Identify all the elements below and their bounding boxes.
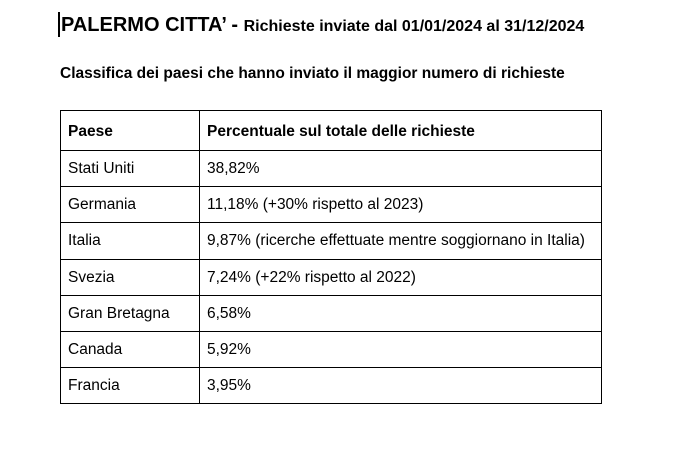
country-cell: Svezia (60, 259, 200, 296)
table-row: Canada 5,92% (60, 331, 602, 368)
column-header-country: Paese (60, 110, 200, 151)
country-cell: Stati Uniti (60, 150, 200, 187)
text-cursor (58, 12, 60, 37)
country-ranking-table: Paese Percentuale sul totale delle richi… (60, 110, 602, 404)
table-row: Stati Uniti 38,82% (60, 150, 602, 187)
table-row: Francia 3,95% (60, 367, 602, 404)
percentage-cell: 3,95% (199, 367, 602, 404)
table-row: Germania 11,18% (+30% rispetto al 2023) (60, 186, 602, 223)
period-text: Richieste inviate dal 01/01/2024 al 31/1… (243, 18, 585, 35)
country-cell: Germania (60, 186, 200, 223)
country-cell: Italia (60, 222, 200, 260)
document-heading: PALERMO CITTA’ - Richieste inviate dal 0… (61, 14, 584, 37)
table-caption: Classifica dei paesi che hanno inviato i… (60, 65, 565, 82)
table-header-row: Paese Percentuale sul totale delle richi… (60, 110, 602, 151)
percentage-cell: 5,92% (199, 331, 602, 368)
country-cell: Francia (60, 367, 200, 404)
table-row: Italia 9,87% (ricerche effettuate mentre… (60, 222, 602, 260)
country-cell: Canada (60, 331, 200, 368)
title-separator: - (225, 14, 244, 36)
percentage-cell: 9,87% (ricerche effettuate mentre soggio… (199, 222, 602, 260)
city-title: PALERMO CITTA’ (61, 14, 226, 36)
country-cell: Gran Bretagna (60, 295, 200, 332)
percentage-cell: 11,18% (+30% rispetto al 2023) (199, 186, 602, 223)
percentage-cell: 6,58% (199, 295, 602, 332)
table-row: Gran Bretagna 6,58% (60, 295, 602, 332)
percentage-cell: 38,82% (199, 150, 602, 187)
table-row: Svezia 7,24% (+22% rispetto al 2022) (60, 259, 602, 296)
percentage-cell: 7,24% (+22% rispetto al 2022) (199, 259, 602, 296)
column-header-percentage: Percentuale sul totale delle richieste (199, 110, 602, 151)
